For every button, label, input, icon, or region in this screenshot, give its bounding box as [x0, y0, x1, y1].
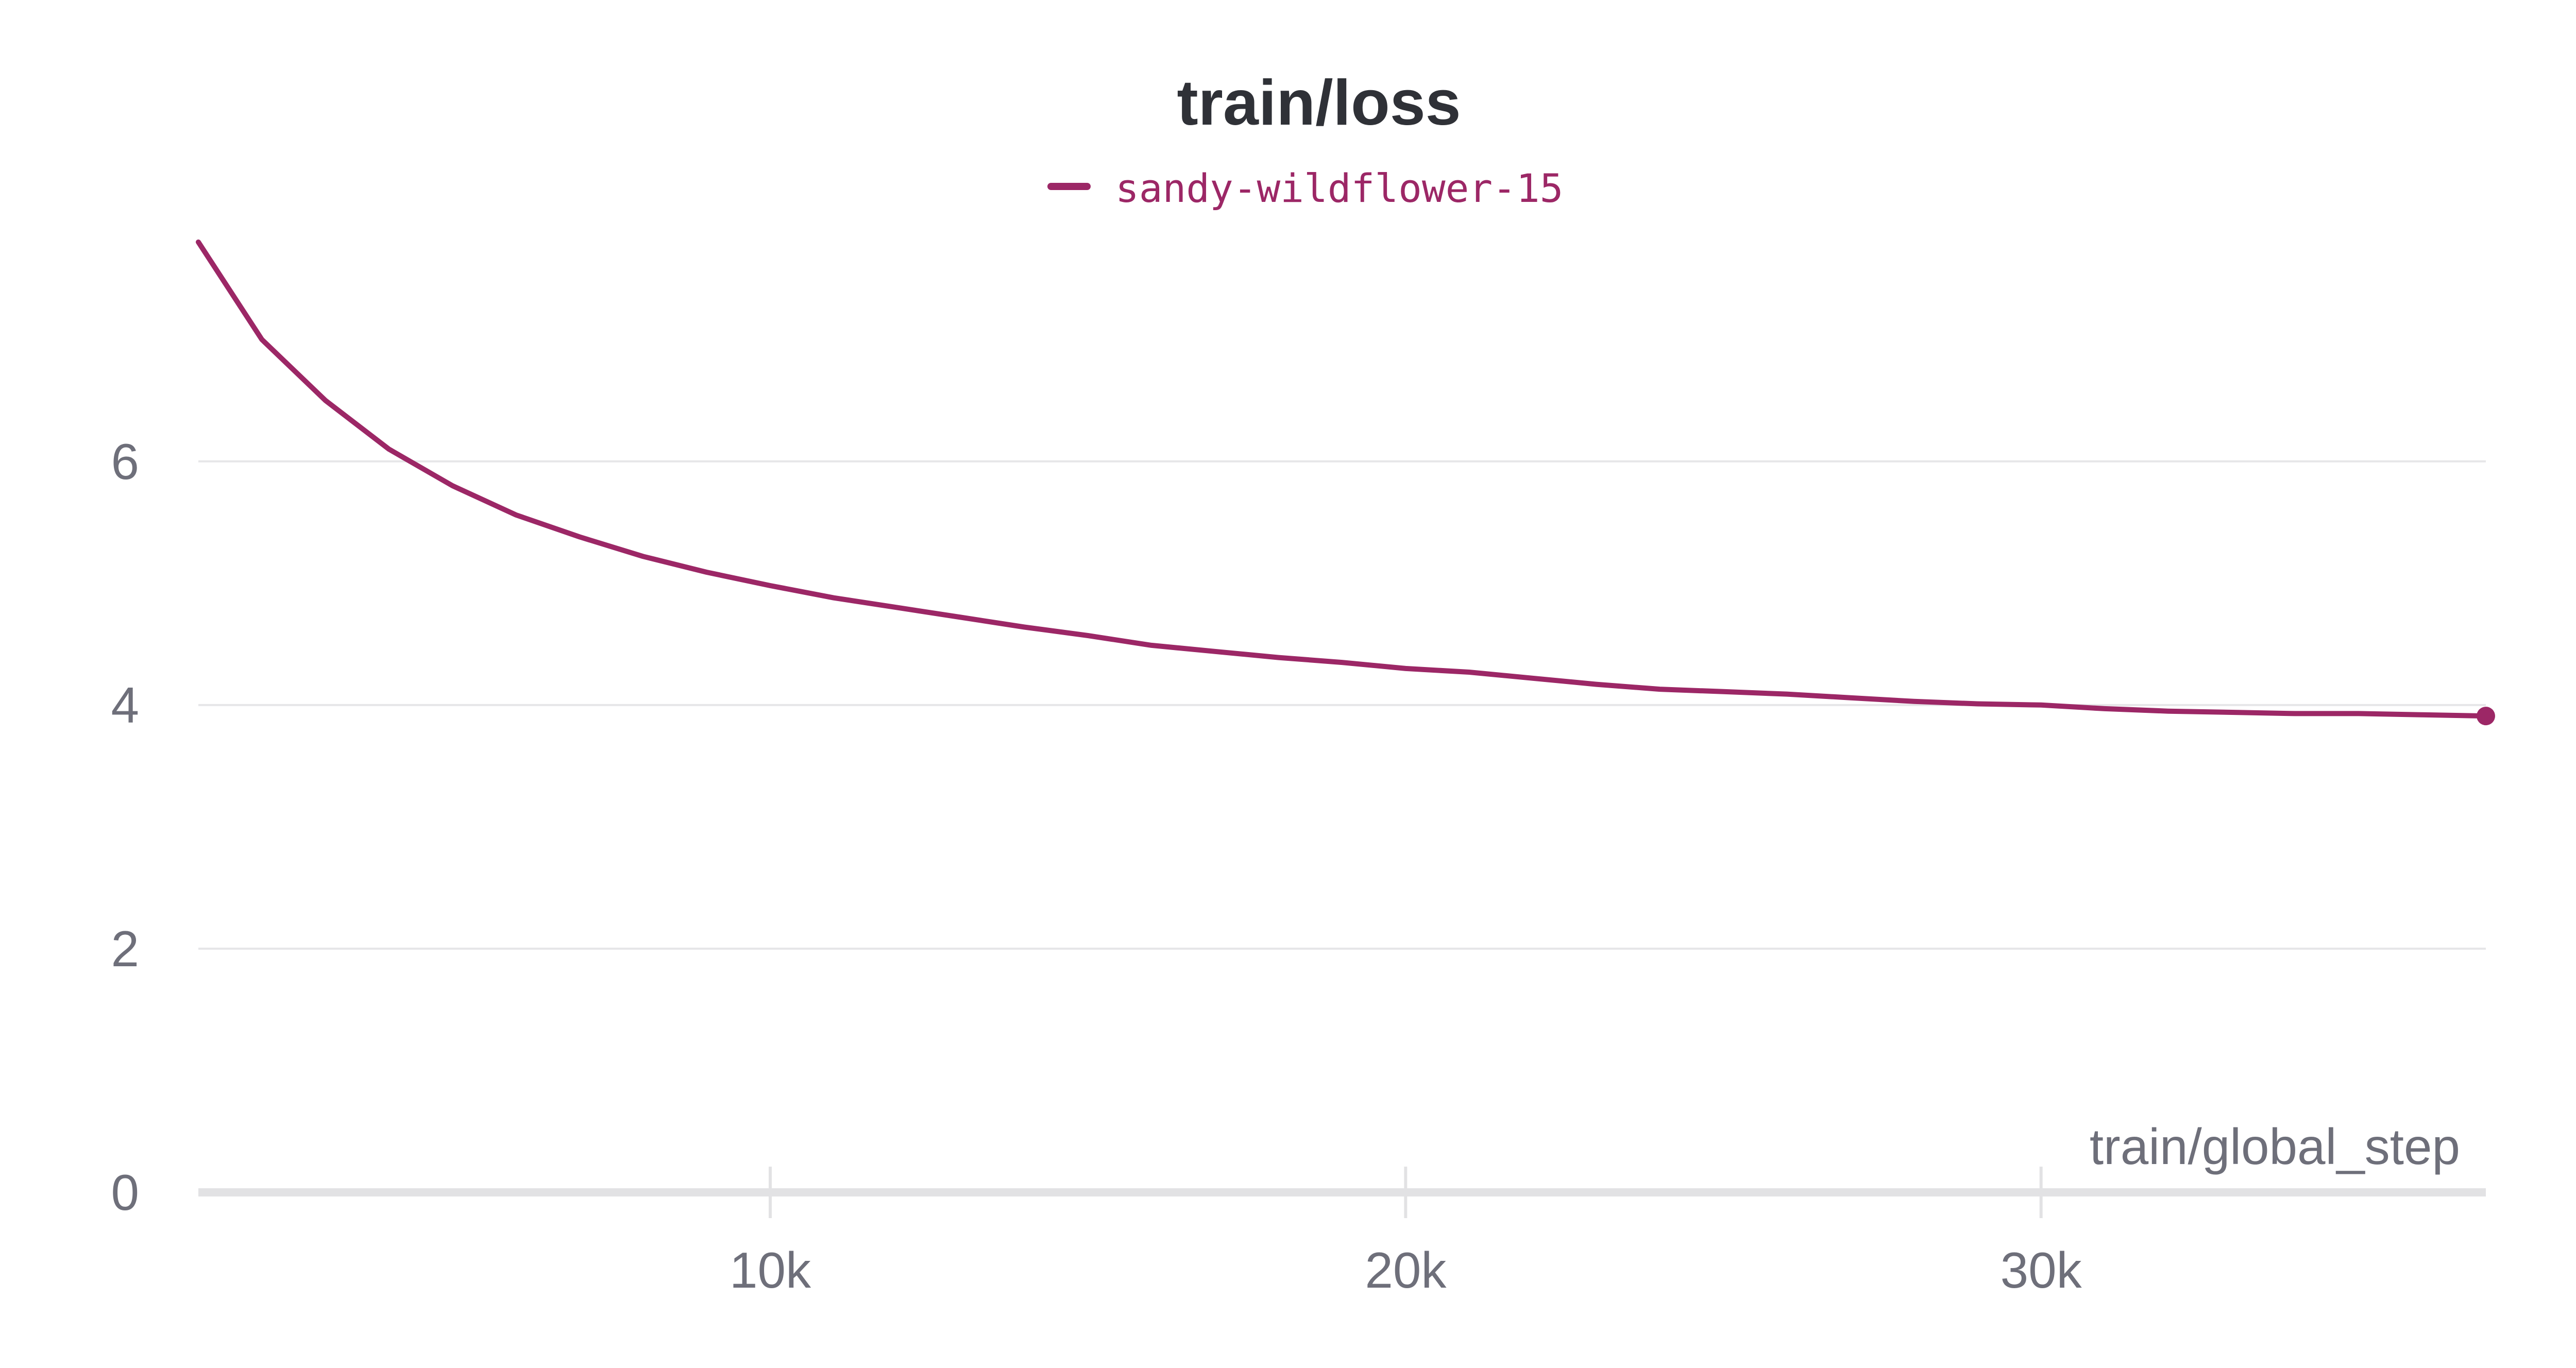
y-tick-label: 4 [111, 677, 139, 733]
x-tick-label: 20k [1365, 1242, 1447, 1298]
x-axis-label: train/global_step [2090, 1118, 2460, 1175]
chart-title: train/loss [1177, 67, 1461, 139]
grid-layer [198, 460, 2486, 950]
y-tick-label: 2 [111, 920, 139, 977]
label-layer: train/loss sandy-wildflower-15 train/glo… [111, 67, 2460, 1298]
x-tick-label: 10k [730, 1242, 811, 1298]
series-line [196, 240, 2488, 719]
x-tick-label: 30k [2001, 1242, 2082, 1298]
series-layer [196, 240, 2495, 726]
series-endpoint-marker [2477, 707, 2495, 726]
axis-layer [198, 1167, 2486, 1218]
y-tick-label: 6 [111, 433, 139, 490]
y-tick-label: 0 [111, 1164, 139, 1221]
legend-label: sandy-wildflower-15 [1115, 165, 1563, 211]
